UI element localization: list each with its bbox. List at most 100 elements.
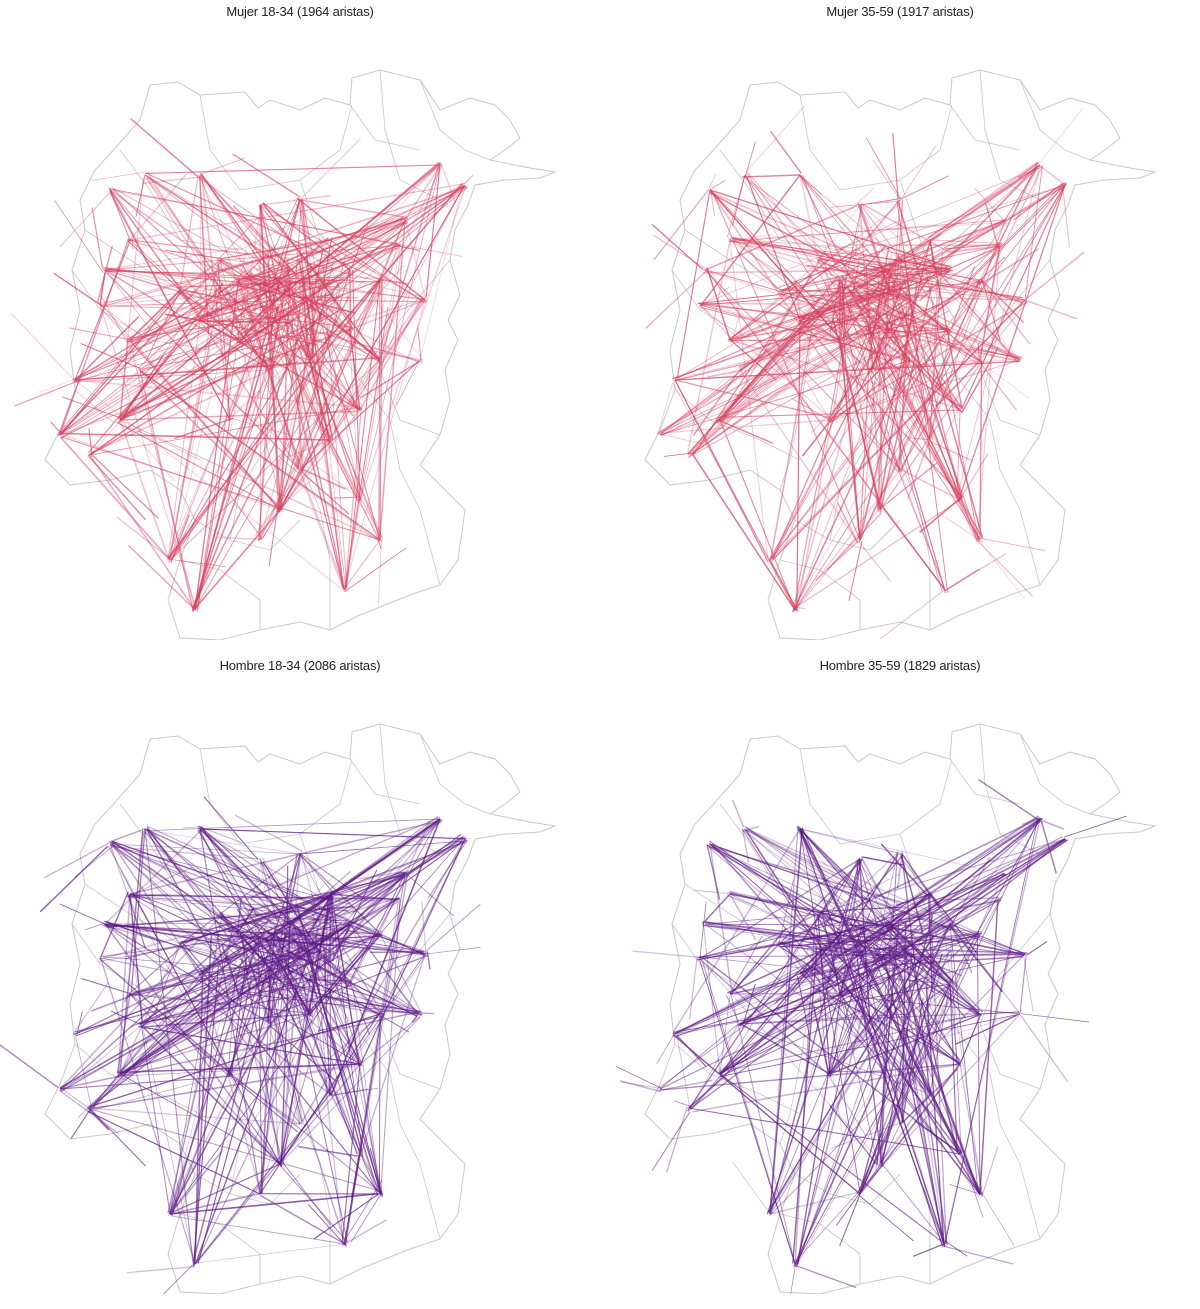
panel-title: Hombre 18-34 (2086 aristas) bbox=[219, 658, 381, 673]
network-edge bbox=[727, 895, 758, 907]
network-edge bbox=[828, 959, 933, 1078]
network-edge bbox=[144, 828, 353, 983]
network-edge bbox=[872, 159, 901, 200]
network-edge bbox=[279, 1092, 328, 1165]
network-edge bbox=[729, 262, 819, 341]
network-edge bbox=[169, 258, 222, 561]
network-edge bbox=[359, 185, 467, 501]
network-edge bbox=[854, 293, 1021, 358]
network-edge bbox=[196, 293, 246, 612]
network-edge bbox=[177, 291, 218, 331]
network-edge bbox=[825, 186, 1063, 319]
network-edge bbox=[744, 174, 980, 539]
network-edge bbox=[108, 188, 401, 246]
network-edge bbox=[147, 176, 322, 291]
network-edge bbox=[869, 331, 951, 371]
network-edge bbox=[120, 1047, 136, 1072]
network-edge bbox=[929, 440, 972, 461]
network-edge bbox=[980, 538, 1046, 551]
network-edge bbox=[250, 898, 290, 925]
network-edge bbox=[859, 198, 900, 206]
network-edge bbox=[263, 916, 348, 922]
network-edge bbox=[709, 189, 842, 339]
network-edge bbox=[74, 987, 248, 1033]
network-edge bbox=[192, 972, 267, 1262]
network-edge bbox=[840, 303, 943, 340]
network-edge bbox=[260, 978, 275, 1195]
network-edge bbox=[359, 1016, 421, 1065]
network-edge bbox=[940, 910, 983, 1195]
network-edge bbox=[89, 1062, 360, 1110]
network-edge bbox=[912, 301, 1021, 361]
network-edge bbox=[131, 896, 311, 1015]
network-edge bbox=[259, 204, 361, 501]
network-edge bbox=[718, 287, 919, 422]
network-edge bbox=[258, 203, 333, 291]
network-edge bbox=[141, 1026, 171, 1215]
network-edge bbox=[792, 947, 818, 1264]
network-edge bbox=[120, 269, 291, 421]
network-edge bbox=[329, 1087, 379, 1096]
network-edge bbox=[139, 279, 381, 373]
network-edge bbox=[780, 945, 900, 957]
network-edge bbox=[816, 258, 885, 291]
network-edge bbox=[193, 1063, 361, 1266]
network-edge bbox=[144, 829, 301, 855]
network-edge bbox=[139, 1023, 283, 1167]
network-edge bbox=[302, 279, 381, 468]
network-edge bbox=[313, 1193, 379, 1240]
network-edge bbox=[300, 467, 347, 490]
network-edge bbox=[839, 993, 962, 1155]
network-edge bbox=[145, 164, 441, 174]
network-edge bbox=[712, 192, 931, 289]
network-edge bbox=[950, 924, 973, 974]
network-edge bbox=[341, 1063, 361, 1243]
network-edge bbox=[818, 257, 919, 270]
network-edge bbox=[880, 315, 981, 541]
network-edge bbox=[779, 817, 1040, 945]
network-edge bbox=[119, 920, 305, 1077]
network-edge bbox=[239, 982, 348, 995]
network-edge bbox=[128, 286, 224, 339]
network-edge bbox=[800, 831, 867, 952]
network-edge bbox=[814, 858, 861, 924]
network-edge bbox=[310, 220, 409, 286]
network-edge bbox=[828, 182, 1066, 331]
network-edge bbox=[742, 830, 750, 863]
network-edge bbox=[203, 796, 259, 860]
network-edge bbox=[899, 145, 937, 202]
network-edge bbox=[711, 190, 819, 305]
network-edge bbox=[928, 252, 943, 441]
network-edge bbox=[260, 871, 407, 962]
network-edge bbox=[795, 1265, 857, 1289]
network-edge bbox=[920, 838, 1067, 933]
network-edge bbox=[171, 1163, 281, 1214]
network-edge bbox=[689, 274, 905, 455]
network-edge bbox=[345, 279, 381, 588]
network-edge bbox=[905, 269, 949, 277]
network-edge bbox=[406, 834, 462, 875]
network-edge bbox=[739, 1022, 831, 1075]
network-edge bbox=[693, 372, 739, 436]
network-edge bbox=[277, 269, 351, 512]
network-edge bbox=[909, 954, 962, 977]
network-edge bbox=[227, 975, 297, 1074]
network-edge bbox=[99, 907, 289, 961]
network-edge bbox=[111, 840, 331, 919]
network-edge bbox=[718, 409, 961, 418]
network-edge bbox=[329, 297, 426, 441]
network-edge bbox=[872, 945, 910, 1014]
network-edge bbox=[794, 818, 1041, 1266]
network-edge bbox=[129, 893, 381, 1015]
network-edge bbox=[199, 273, 280, 319]
network-edges bbox=[645, 105, 1085, 640]
network-edge bbox=[977, 540, 1033, 597]
network-edge bbox=[89, 407, 358, 456]
network-edge bbox=[656, 1031, 676, 1064]
district-boundaries bbox=[44, 69, 557, 640]
network-edge bbox=[746, 829, 950, 929]
network-edge bbox=[856, 285, 978, 364]
network-edge bbox=[167, 1020, 231, 1078]
network-edge bbox=[822, 913, 866, 985]
network-edge bbox=[869, 323, 1021, 360]
